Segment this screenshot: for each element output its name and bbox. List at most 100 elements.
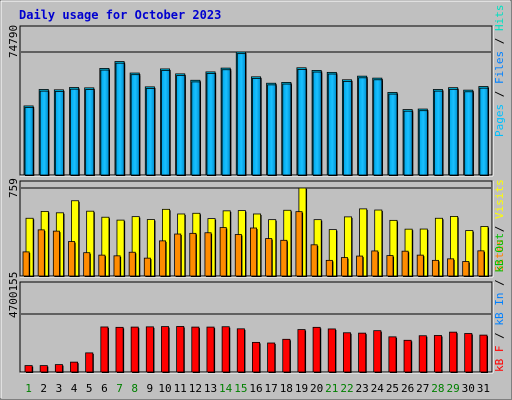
files-bar-22 (342, 81, 353, 176)
kbout-bar-1 (24, 365, 34, 373)
sites-bar-9 (143, 257, 152, 277)
files-bar-13 (206, 73, 217, 176)
files-bar-9-fill (145, 88, 155, 176)
files-bar-20-fill (312, 71, 322, 176)
kbout-bar-4-fill (70, 361, 79, 373)
legend-pages: Pages (493, 104, 506, 137)
files-bar-5-fill (85, 89, 95, 176)
kbout-bar-18-fill (282, 338, 291, 373)
sites-bar-18 (280, 239, 288, 277)
x-tick-label-1: 1 (25, 382, 32, 395)
files-bar-27-fill (418, 110, 428, 176)
kbout-bar-11-fill (176, 326, 185, 373)
sites-bar-9-fill (143, 257, 151, 277)
files-bar-21 (327, 73, 338, 176)
sites-bar-25-fill (386, 255, 394, 277)
sites-bar-24 (371, 250, 379, 277)
legend-kb-f: kB F (493, 346, 506, 373)
x-tick-label-23: 23 (356, 382, 369, 395)
kbout-bar-14-fill (221, 326, 230, 373)
x-tick-label-29: 29 (446, 382, 459, 395)
kbout-bar-16 (252, 341, 261, 373)
ymax-label-1: 74790 (7, 25, 20, 58)
files-bar-1-fill (24, 107, 34, 176)
kbout-bar-20-fill (312, 326, 321, 373)
files-bar-18-fill (282, 83, 292, 176)
kbout-bar-24-fill (373, 330, 382, 373)
sites-bar-17-fill (265, 238, 273, 277)
x-tick-label-21: 21 (325, 382, 338, 395)
sites-bar-1 (22, 251, 31, 277)
sites-bar-14-fill (219, 227, 227, 277)
sites-bar-28 (431, 259, 440, 277)
sites-bar-12-fill (189, 232, 197, 277)
files-bar-31 (479, 87, 489, 176)
sites-bar-19 (295, 211, 304, 277)
sites-bar-29-fill (447, 258, 455, 277)
kbout-bar-13 (206, 326, 216, 373)
kbout-bar-6 (100, 326, 109, 373)
sites-bar-11-fill (174, 233, 182, 277)
files-bar-17 (267, 84, 277, 176)
files-bar-14 (221, 69, 232, 176)
sites-bar-12 (189, 232, 197, 277)
files-bar-6-fill (100, 69, 110, 176)
legend-separator: / (493, 219, 506, 239)
x-tick-label-17: 17 (265, 382, 278, 395)
x-tick-label-5: 5 (86, 382, 93, 395)
sites-bar-10 (159, 240, 167, 277)
files-bar-19-fill (297, 69, 307, 176)
kbout-bar-1-fill (24, 365, 33, 373)
files-bar-10 (161, 70, 171, 176)
kbout-bar-25 (388, 336, 398, 373)
sites-bar-2-fill (37, 229, 45, 277)
legend-separator: / (493, 84, 506, 104)
sites-bar-4 (68, 241, 76, 277)
legend-separator: / (493, 326, 506, 346)
sites-bar-20 (310, 244, 319, 277)
kbout-bar-12-fill (191, 326, 200, 373)
files-bar-23 (358, 77, 368, 176)
kbout-bar-27-fill (418, 335, 427, 373)
x-tick-label-26: 26 (401, 382, 414, 395)
sites-bar-22-fill (340, 257, 348, 277)
sites-bar-16 (250, 227, 258, 277)
sites-bar-6 (98, 254, 106, 277)
kbout-bar-11 (176, 326, 185, 373)
sites-bar-28-fill (431, 259, 439, 277)
kbout-bar-6-fill (100, 326, 109, 373)
kbout-bar-15-fill (236, 328, 245, 373)
files-bar-29-fill (449, 88, 459, 176)
files-bar-2-fill (39, 90, 49, 176)
sites-bar-3 (52, 230, 61, 277)
files-bar-21-fill (327, 73, 337, 176)
x-tick-label-16: 16 (249, 382, 262, 395)
files-bar-8 (130, 74, 141, 176)
sites-bar-6-fill (98, 254, 106, 277)
sites-bar-15 (234, 234, 243, 277)
sites-bar-31 (477, 250, 485, 277)
sites-bar-21-fill (325, 259, 333, 277)
sites-bar-31-fill (477, 250, 485, 277)
sites-bar-24-fill (371, 250, 379, 277)
kbout-bar-28-fill (433, 335, 442, 373)
x-tick-label-2: 2 (40, 382, 47, 395)
x-tick-label-12: 12 (189, 382, 202, 395)
sites-bar-22 (340, 257, 349, 277)
kbout-bar-4 (70, 361, 79, 373)
ymax-label-3: 4700155 (7, 272, 20, 318)
kbout-bar-7-fill (115, 326, 124, 373)
legend-1: Pages / Files / Hits (493, 5, 506, 138)
kbout-bar-10 (161, 326, 170, 373)
sites-bar-4-fill (68, 241, 76, 277)
files-bar-25-fill (388, 93, 398, 176)
x-tick-label-20: 20 (310, 382, 323, 395)
kbout-bar-14 (221, 326, 231, 373)
kbout-bar-9 (145, 326, 155, 373)
files-bar-2 (39, 90, 50, 176)
kbout-bar-3-fill (54, 364, 63, 373)
files-bar-9 (145, 88, 156, 176)
legend-hits: Hits (493, 5, 506, 32)
legend-separator: / (493, 31, 506, 51)
ymax-label-2: 759 (7, 178, 20, 198)
